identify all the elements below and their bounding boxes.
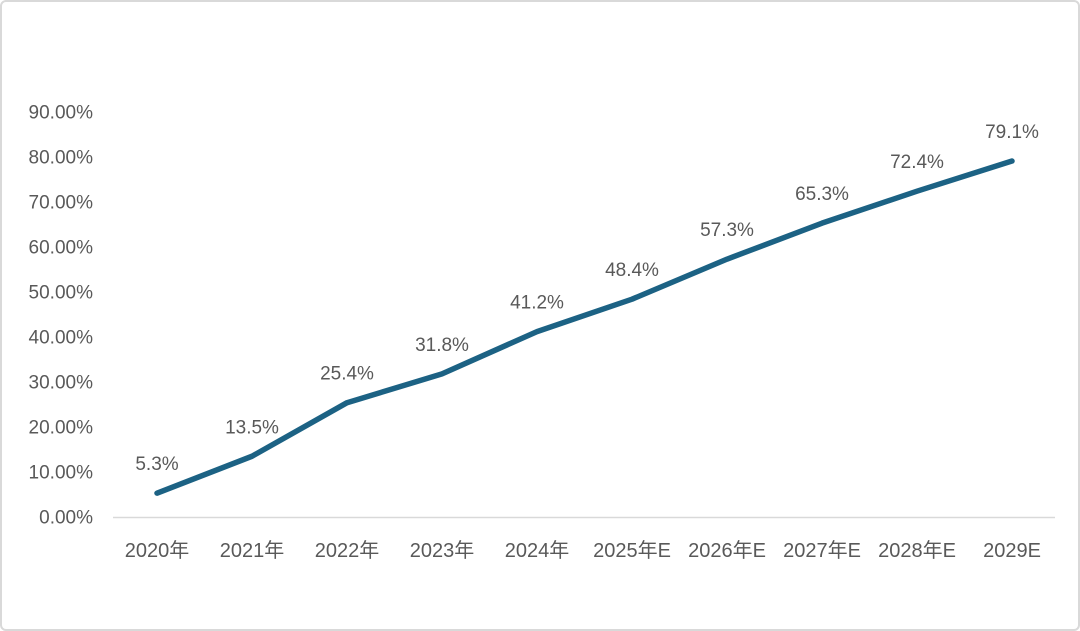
y-axis-tick-label: 10.00%	[29, 463, 94, 484]
y-axis-tick-label: 40.00%	[29, 328, 94, 349]
x-axis-category-label: 2026年E	[688, 539, 766, 562]
data-point-label: 41.2%	[510, 293, 564, 314]
x-axis-category-label: 2020年	[125, 539, 190, 562]
x-axis-category-label: 2024年	[505, 539, 570, 562]
y-axis-tick-label: 90.00%	[29, 103, 94, 124]
data-point-label: 65.3%	[795, 184, 849, 205]
data-point-label: 13.5%	[225, 417, 279, 438]
x-axis: 2020年 2021年 2022年 2023年 2024年 2025年E 2026年E 202…	[125, 539, 1041, 562]
x-axis-category-label: 2027年E	[783, 539, 861, 562]
y-axis-tick-label: 30.00%	[29, 373, 94, 394]
data-point-label: 79.1%	[985, 122, 1039, 143]
trend-line	[154, 158, 1015, 496]
x-axis-category-label: 2029E	[983, 540, 1041, 562]
series-group	[154, 158, 1015, 496]
data-point-label: 31.8%	[415, 335, 469, 356]
y-axis-tick-label: 80.00%	[29, 148, 94, 169]
data-labels-group: 5.3% 13.5% 25.4% 31.8% 41.2% 48.4% 57.3% 65.3% 7…	[135, 122, 1039, 475]
y-axis: 0.00% 10.00% 20.00% 30.00% 40.00% 50.00% 60.00…	[29, 103, 94, 529]
data-point-label: 57.3%	[700, 220, 754, 241]
x-axis-category-label: 2022年	[315, 539, 380, 562]
y-axis-tick-label: 0.00%	[39, 508, 93, 529]
x-axis-category-label: 2028年E	[878, 539, 956, 562]
y-axis-tick-label: 20.00%	[29, 418, 94, 439]
y-axis-tick-label: 50.00%	[29, 283, 94, 304]
data-point-label: 5.3%	[135, 454, 178, 475]
y-axis-tick-label: 60.00%	[29, 238, 94, 259]
y-axis-tick-label: 70.00%	[29, 193, 94, 214]
x-axis-category-label: 2025年E	[593, 539, 671, 562]
data-point-label: 25.4%	[320, 364, 374, 385]
data-point-label: 48.4%	[605, 260, 659, 281]
x-axis-category-label: 2021年	[220, 539, 285, 562]
data-point-label: 72.4%	[890, 152, 944, 173]
x-axis-category-label: 2023年	[410, 539, 475, 562]
